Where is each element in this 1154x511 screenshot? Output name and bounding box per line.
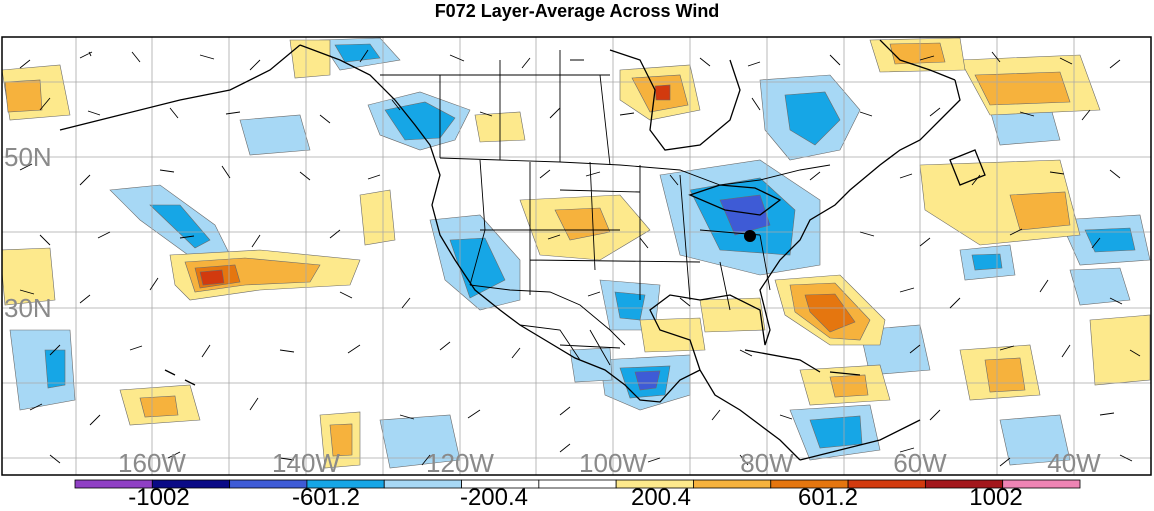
station-dot [744, 230, 756, 242]
us-mexico-border [469, 284, 626, 346]
lon-label-60w: 60W [893, 448, 947, 478]
lat-label-50n: 50N [4, 142, 52, 172]
colorbar-label-pos-601: 601.2 [797, 484, 859, 511]
shade-yellow-gulf [639, 317, 706, 353]
shade-orange-atlantic-strong [804, 293, 856, 333]
map-frame [1, 36, 1152, 476]
shade-orange-sw [139, 395, 179, 418]
shade-orange-north2 [889, 42, 946, 65]
latitude-labels: 50N 30N [4, 142, 52, 323]
shade-blue-atlantic-2-core [971, 253, 1003, 271]
shade-blue-canada-core [384, 101, 456, 141]
central-america [699, 369, 801, 461]
alaska-coast [59, 44, 301, 131]
shade-blue-mid2 [239, 114, 311, 156]
lon-label-40w: 40W [1047, 448, 1101, 478]
shade-orange-west [4, 79, 43, 113]
newfoundland [949, 149, 986, 186]
shade-blue-hudson-core [784, 91, 841, 146]
shade-orange-south [329, 423, 353, 457]
hawaii [164, 369, 196, 386]
colorbar-label-pos-1002: 1002 [969, 484, 1023, 511]
lon-label-80w: 80W [740, 448, 794, 478]
colorbar-swatch [1002, 479, 1081, 489]
shade-blue-gulf-core [614, 291, 646, 321]
graticule [2, 37, 1151, 475]
longitude-labels: 160W 140W 120W 100W 80W 60W 40W [118, 448, 1101, 478]
shade-orange-ne-atlantic [1009, 191, 1071, 231]
negative-shading [9, 37, 1151, 469]
shade-orange-labrador [974, 71, 1071, 106]
shade-yellow-farright [1089, 314, 1151, 386]
shade-yellow-north [289, 39, 331, 79]
shade-blue-atlantic-core [1084, 227, 1136, 253]
south-america-north [799, 419, 921, 461]
shade-orange-pacific-vstrong [199, 269, 225, 286]
wind-barbs [19, 49, 1141, 467]
colorbar-swatch [383, 479, 462, 489]
mexico-states [519, 324, 621, 366]
shade-yellow-mid [699, 297, 766, 333]
shade-yellow-westmid [2, 247, 56, 306]
us-canada-border [439, 157, 831, 186]
cuba [744, 349, 821, 373]
us-states [469, 159, 771, 311]
greenland-coast [879, 39, 956, 81]
hudson-bay [609, 49, 741, 151]
colorbar-swatch [538, 479, 617, 489]
colorbar-swatch [693, 479, 772, 489]
shade-blue-pacific-core [149, 204, 211, 249]
coastlines [59, 39, 986, 461]
shade-blue-far-se [999, 414, 1071, 466]
shade-blue-greatlakes-strong [719, 194, 771, 236]
shade-yellow-central [359, 189, 396, 246]
shade-orange-hudson-strong [654, 84, 671, 101]
shade-blue-north-core [334, 43, 381, 63]
shade-blue-se [1069, 267, 1131, 306]
colorbar-label-neg-601: -601.2 [291, 484, 361, 511]
colorbar-label-neg-200: -200.4 [459, 484, 529, 511]
north-america-west-coast [299, 44, 701, 403]
lon-label-160w: 160W [118, 448, 186, 478]
borders [380, 50, 831, 366]
colorbar-label-pos-200: 200.4 [630, 484, 692, 511]
colorbar-label-neg-1002: -1002 [128, 484, 190, 511]
shade-blue-westedge-core [44, 349, 66, 389]
lat-label-30n: 30N [4, 293, 52, 323]
shade-blue-mexico-strong [634, 370, 661, 391]
canada-provinces [380, 50, 611, 166]
shade-orange-se [984, 357, 1026, 393]
shade-blue-west-core [449, 237, 506, 299]
map-title: F072 Layer-Average Across Wind [434, 1, 720, 21]
colorbar [74, 479, 1081, 489]
lon-label-120w: 120W [426, 448, 494, 478]
shade-orange-carib [829, 374, 869, 398]
colorbar-swatch [847, 479, 926, 489]
lon-label-100w: 100W [579, 448, 647, 478]
hispaniola [829, 371, 861, 376]
gulf-coast [649, 79, 961, 371]
lon-label-140w: 140W [272, 448, 340, 478]
